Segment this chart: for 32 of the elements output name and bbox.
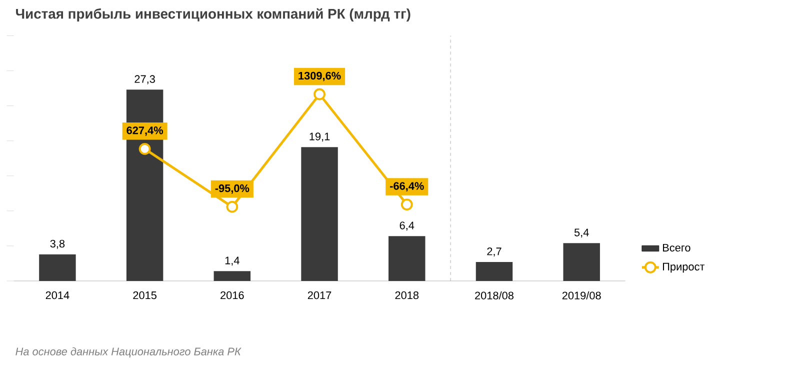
data-label: 1,4 [225,256,240,266]
point [314,88,326,100]
point [400,198,413,210]
data-label: 1309,6% [298,72,341,82]
data-label: 5,4 [574,228,589,238]
bar [388,236,426,281]
data-label: 27,3 [134,75,155,84]
point [138,142,151,155]
chart-title: Чистая прибыль инвестиционных компаний РК (млрд тг) [16,8,410,22]
data-label: -95,0% [215,184,250,194]
bar [214,270,251,281]
text: На основе данных Национального Банка РК [16,347,242,358]
legend-label: Всего [663,244,690,252]
bar [301,146,338,281]
point [226,200,238,213]
data-label: 19,1 [310,132,330,142]
x-tick-label: 2014 [46,291,70,299]
data-label: 3,8 [50,240,65,249]
bar [476,262,513,281]
data-label: 627,4% [126,126,164,136]
x-tick-label: 2017 [308,291,332,299]
x-tick-label: 2018 [395,291,419,299]
bar [563,242,600,281]
data-label: -66,4% [390,182,424,192]
x-tick-label: 2016 [220,291,244,299]
x-tick-label: 2018/08 [475,291,514,300]
data-label: 2,7 [487,247,502,256]
legend-label: Прирост [663,262,705,272]
x-tick-label: 2015 [133,291,156,299]
bar [39,254,76,281]
x-tick-label: 2019/08 [562,291,601,300]
data-label: 6,4 [400,221,414,230]
